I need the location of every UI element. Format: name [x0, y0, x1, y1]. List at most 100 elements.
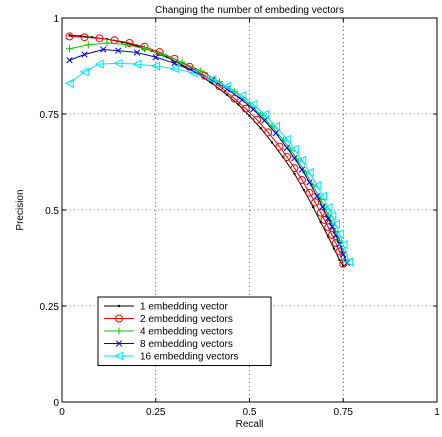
data-point — [170, 54, 179, 63]
legend-label: 16 embedding vectors — [140, 352, 238, 363]
y-axis-label: Precision — [15, 189, 26, 230]
data-point — [270, 121, 281, 131]
chart-title: Changing the number of embeding vectors — [155, 5, 344, 16]
x-tick-label: 0 — [59, 407, 65, 418]
series-1 — [68, 34, 345, 267]
legend-label: 8 embedding vectors — [140, 339, 233, 350]
data-point — [152, 54, 159, 61]
data-point — [225, 93, 229, 97]
data-point — [290, 164, 299, 173]
legend-entry: 16 embedding vectors — [104, 351, 238, 363]
data-point — [261, 117, 268, 124]
legend-marker — [115, 327, 123, 335]
data-point — [122, 40, 130, 48]
data-point — [81, 51, 88, 58]
x-tick-label: 0.5 — [243, 407, 257, 418]
data-point — [334, 229, 344, 239]
legend-label: 1 embedding vector — [140, 302, 229, 313]
data-point — [338, 239, 348, 250]
y-tick-label: 1 — [53, 14, 59, 25]
data-point — [100, 46, 107, 53]
data-point — [304, 167, 314, 177]
data-point — [253, 115, 261, 124]
data-point — [283, 144, 291, 151]
data-point — [132, 59, 142, 69]
data-point — [222, 81, 232, 91]
data-point — [259, 109, 269, 119]
data-point — [327, 211, 337, 221]
data-point — [80, 33, 89, 42]
series-line — [69, 62, 350, 262]
series-2 — [65, 32, 348, 268]
x-axis-label: Recall — [236, 419, 264, 430]
data-point — [94, 59, 104, 69]
data-point — [291, 155, 298, 162]
data-point — [248, 114, 251, 118]
data-point — [272, 130, 279, 137]
data-point — [312, 180, 322, 191]
data-point — [282, 134, 292, 144]
data-point — [298, 166, 306, 173]
data-point — [332, 247, 336, 250]
data-point — [103, 39, 111, 47]
data-point — [248, 99, 258, 110]
series-group — [64, 32, 354, 268]
series-line — [69, 35, 344, 264]
legend-entry: 8 embedding vectors — [104, 339, 233, 350]
data-point — [113, 58, 123, 68]
data-point — [66, 45, 73, 53]
data-point — [323, 203, 333, 213]
data-point — [259, 127, 262, 130]
data-point — [275, 142, 284, 151]
data-point — [95, 34, 104, 43]
data-point — [340, 251, 347, 258]
data-point — [305, 188, 314, 197]
data-point — [237, 103, 240, 106]
legend-marker — [114, 351, 124, 361]
x-tick-label: 0.25 — [146, 407, 166, 418]
legend-label: 2 embedding vectors — [140, 314, 233, 325]
data-point — [311, 198, 320, 207]
data-point — [185, 62, 194, 71]
data-point — [270, 141, 274, 144]
data-point — [330, 219, 341, 229]
data-point — [237, 90, 247, 101]
data-point — [169, 64, 179, 74]
series-line — [69, 48, 348, 264]
y-tick-label: 0.25 — [40, 302, 60, 313]
data-point — [66, 57, 73, 64]
data-point — [317, 191, 327, 201]
data-point — [84, 41, 92, 49]
data-point — [65, 32, 74, 41]
data-point — [197, 67, 205, 75]
data-point — [302, 188, 306, 192]
data-point — [141, 45, 148, 53]
data-point — [133, 49, 141, 56]
data-point — [241, 104, 250, 113]
data-point — [312, 206, 315, 209]
data-point — [188, 68, 198, 78]
data-point — [283, 153, 291, 162]
legend-entry: 2 embedding vectors — [104, 314, 233, 325]
axis-ticks: 0 0.25 0.5 0.75 1 0 0.25 0.5 0.75 1 — [40, 14, 441, 418]
x-tick-label: 1 — [434, 407, 440, 418]
series-line — [69, 42, 346, 261]
data-point — [159, 50, 167, 58]
data-point — [64, 78, 74, 88]
data-point — [115, 47, 122, 54]
data-point — [150, 61, 161, 71]
legend-entry: 4 embedding vectors — [104, 327, 233, 338]
data-point — [319, 203, 326, 211]
y-tick-label: 0.75 — [40, 110, 60, 121]
x-tick-label: 0.75 — [334, 407, 354, 418]
data-point — [210, 82, 214, 85]
data-point — [178, 58, 186, 66]
series-line — [69, 34, 344, 266]
legend-label: 4 embedding vectors — [140, 327, 233, 338]
data-point — [289, 144, 299, 154]
data-point — [298, 176, 306, 185]
series-5 — [64, 58, 354, 267]
data-point — [338, 258, 341, 262]
y-tick-label: 0 — [53, 398, 59, 409]
data-point — [320, 215, 329, 224]
